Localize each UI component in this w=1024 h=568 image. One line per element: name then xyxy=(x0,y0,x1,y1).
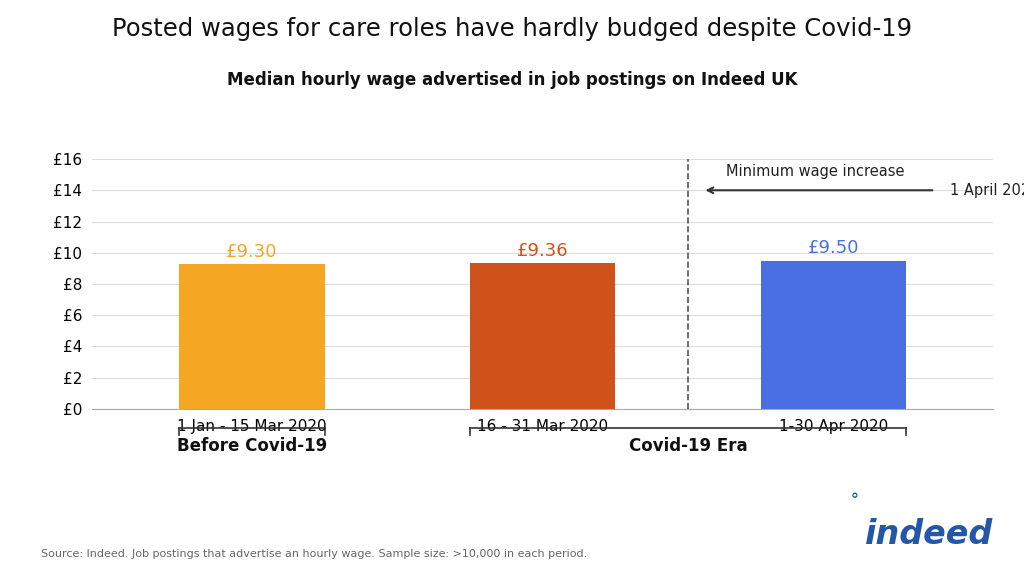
Text: ˚: ˚ xyxy=(850,495,860,514)
Text: Source: Indeed. Job postings that advertise an hourly wage. Sample size: >10,000: Source: Indeed. Job postings that advert… xyxy=(41,549,587,559)
Text: Minimum wage increase: Minimum wage increase xyxy=(726,164,904,179)
Text: £9.30: £9.30 xyxy=(226,243,278,261)
Text: Covid-19 Era: Covid-19 Era xyxy=(629,437,748,455)
Text: £9.50: £9.50 xyxy=(808,240,859,257)
Bar xyxy=(470,263,615,409)
Text: Posted wages for care roles have hardly budged despite Covid-19: Posted wages for care roles have hardly … xyxy=(112,17,912,41)
Text: indeed: indeed xyxy=(865,518,993,551)
Text: Median hourly wage advertised in job postings on Indeed UK: Median hourly wage advertised in job pos… xyxy=(226,71,798,89)
Text: £9.36: £9.36 xyxy=(517,241,568,260)
Text: 1 April 2020: 1 April 2020 xyxy=(949,183,1024,198)
Text: Before Covid-19: Before Covid-19 xyxy=(177,437,327,455)
Bar xyxy=(761,261,906,409)
Bar xyxy=(179,264,325,409)
